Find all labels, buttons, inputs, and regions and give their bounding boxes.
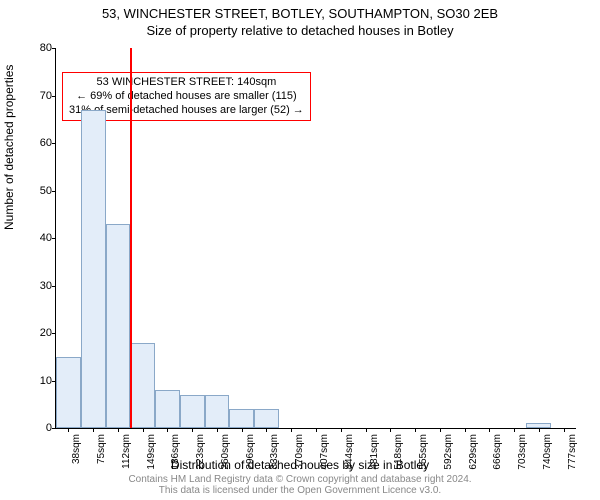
x-tick-mark: [341, 428, 342, 432]
x-tick-mark: [514, 428, 515, 432]
footer-line-1: Contains HM Land Registry data © Crown c…: [0, 474, 600, 485]
annotation-line-2: ← 69% of detached houses are smaller (11…: [69, 90, 304, 104]
annotation-line-1: 53 WINCHESTER STREET: 140sqm: [69, 76, 304, 90]
histogram-bar: [155, 390, 180, 428]
x-tick-mark: [539, 428, 540, 432]
histogram-bar: [81, 110, 106, 428]
x-tick-mark: [291, 428, 292, 432]
histogram-bar: [229, 409, 254, 428]
x-tick-mark: [440, 428, 441, 432]
x-tick-mark: [390, 428, 391, 432]
histogram-bar: [56, 357, 81, 428]
x-tick-mark: [118, 428, 119, 432]
x-tick-mark: [167, 428, 168, 432]
plot-area: 53 WINCHESTER STREET: 140sqm ← 69% of de…: [55, 48, 576, 429]
x-axis-label: Distribution of detached houses by size …: [0, 458, 600, 472]
y-tick-mark: [52, 238, 56, 239]
x-tick-mark: [192, 428, 193, 432]
x-tick-mark: [564, 428, 565, 432]
footer-attribution: Contains HM Land Registry data © Crown c…: [0, 474, 600, 496]
x-tick-mark: [93, 428, 94, 432]
histogram-bar: [106, 224, 131, 428]
x-tick-mark: [266, 428, 267, 432]
x-tick-mark: [316, 428, 317, 432]
y-tick-mark: [52, 428, 56, 429]
x-tick-mark: [489, 428, 490, 432]
histogram-bar: [205, 395, 230, 428]
chart-title-line1: 53, WINCHESTER STREET, BOTLEY, SOUTHAMPT…: [0, 0, 600, 23]
x-tick-mark: [217, 428, 218, 432]
property-marker-line: [130, 48, 132, 428]
y-axis-label: Number of detached properties: [2, 65, 16, 230]
y-tick-mark: [52, 191, 56, 192]
chart-container: 53, WINCHESTER STREET, BOTLEY, SOUTHAMPT…: [0, 0, 600, 500]
chart-title-line2: Size of property relative to detached ho…: [0, 23, 600, 40]
x-tick-mark: [68, 428, 69, 432]
x-tick-mark: [366, 428, 367, 432]
footer-line-2: This data is licensed under the Open Gov…: [0, 485, 600, 496]
y-tick-mark: [52, 286, 56, 287]
y-tick-mark: [52, 96, 56, 97]
x-tick-mark: [242, 428, 243, 432]
x-tick-mark: [415, 428, 416, 432]
y-tick-mark: [52, 333, 56, 334]
histogram-bar: [180, 395, 205, 428]
x-tick-mark: [143, 428, 144, 432]
x-tick-mark: [465, 428, 466, 432]
y-tick-mark: [52, 143, 56, 144]
histogram-bar: [254, 409, 279, 428]
y-tick-mark: [52, 48, 56, 49]
histogram-bar: [130, 343, 155, 429]
